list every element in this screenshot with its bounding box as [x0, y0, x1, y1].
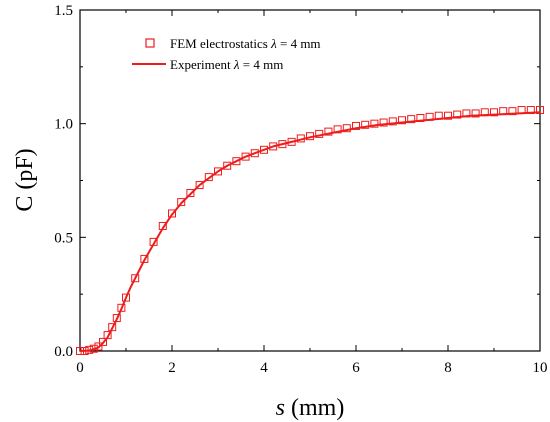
x-tick-label: 10	[533, 360, 548, 376]
fem-point	[453, 110, 462, 119]
fem-point	[140, 254, 149, 263]
fem-point	[444, 111, 452, 120]
fem-point	[361, 120, 370, 129]
fem-point	[287, 137, 296, 146]
fem-point	[85, 345, 94, 354]
series-line-experiment	[79, 111, 541, 352]
fem-point	[296, 134, 305, 143]
fem-point	[508, 107, 517, 116]
fem-point	[352, 121, 360, 130]
fem-point	[250, 149, 259, 158]
axis-ticks: 0 2 4 6 8 10 0.0 0.5 1.0 1.5	[54, 3, 547, 376]
fem-point	[425, 112, 434, 121]
x-tick-label: 0	[76, 360, 84, 376]
fem-point	[94, 342, 103, 351]
fem-point	[499, 107, 508, 116]
fem-point	[434, 111, 443, 120]
fem-point	[462, 109, 471, 118]
fem-point	[342, 124, 351, 133]
legend-marker-fem	[145, 38, 155, 48]
legend: FEM electrostatics λ = 4 mm Experiment λ…	[132, 36, 321, 72]
fem-point	[416, 113, 425, 122]
fem-point	[195, 181, 204, 190]
y-tick-label: 1.0	[54, 117, 73, 133]
y-axis-title: C (pF)	[12, 148, 38, 211]
x-tick-label: 4	[260, 360, 268, 376]
fem-point	[80, 347, 89, 355]
fem-point	[315, 129, 324, 138]
fem-point	[517, 106, 526, 115]
fem-point	[536, 106, 544, 115]
fem-point	[471, 109, 480, 118]
plot-frame	[79, 9, 541, 352]
fem-point	[112, 314, 121, 323]
legend-label-experiment: Experiment λ = 4 mm	[170, 57, 283, 72]
fem-point	[76, 347, 84, 355]
fem-point	[306, 132, 314, 141]
fem-point	[333, 125, 342, 134]
fem-point	[388, 117, 397, 126]
fem-point	[89, 344, 98, 353]
legend-label-fem: FEM electrostatics λ = 4 mm	[170, 36, 321, 51]
fem-point	[186, 189, 195, 197]
fem-point	[168, 209, 176, 218]
series-layer	[76, 106, 544, 355]
fem-point	[117, 303, 126, 312]
y-tick-label: 0.0	[54, 344, 73, 360]
fem-point	[232, 157, 241, 166]
fem-point	[108, 323, 117, 332]
fem-point	[260, 145, 268, 154]
fem-point	[99, 337, 107, 346]
fem-point	[379, 118, 388, 127]
fem-point	[407, 115, 416, 124]
x-tick-label: 2	[168, 360, 176, 376]
y-tick-label: 1.5	[54, 3, 73, 19]
fem-point	[204, 173, 213, 182]
fem-point	[241, 152, 250, 161]
fem-point	[324, 127, 333, 136]
fem-point	[370, 119, 379, 128]
x-tick-label: 6	[352, 360, 360, 376]
fem-point	[278, 140, 287, 149]
fem-point	[490, 108, 498, 117]
y-tick-label: 0.5	[54, 230, 73, 246]
fem-point	[223, 161, 232, 170]
x-axis-title: s (mm)	[276, 395, 345, 421]
fem-point	[177, 198, 186, 207]
x-tick-label: 8	[444, 360, 452, 376]
fem-point	[214, 167, 222, 176]
fem-point	[149, 237, 158, 246]
fem-point	[158, 221, 167, 230]
fem-point	[122, 293, 130, 302]
fem-point	[526, 106, 535, 115]
fem-point	[131, 274, 140, 283]
fem-point	[398, 116, 406, 125]
fem-point	[480, 108, 489, 117]
fem-point	[269, 142, 278, 151]
fem-point	[103, 331, 112, 340]
